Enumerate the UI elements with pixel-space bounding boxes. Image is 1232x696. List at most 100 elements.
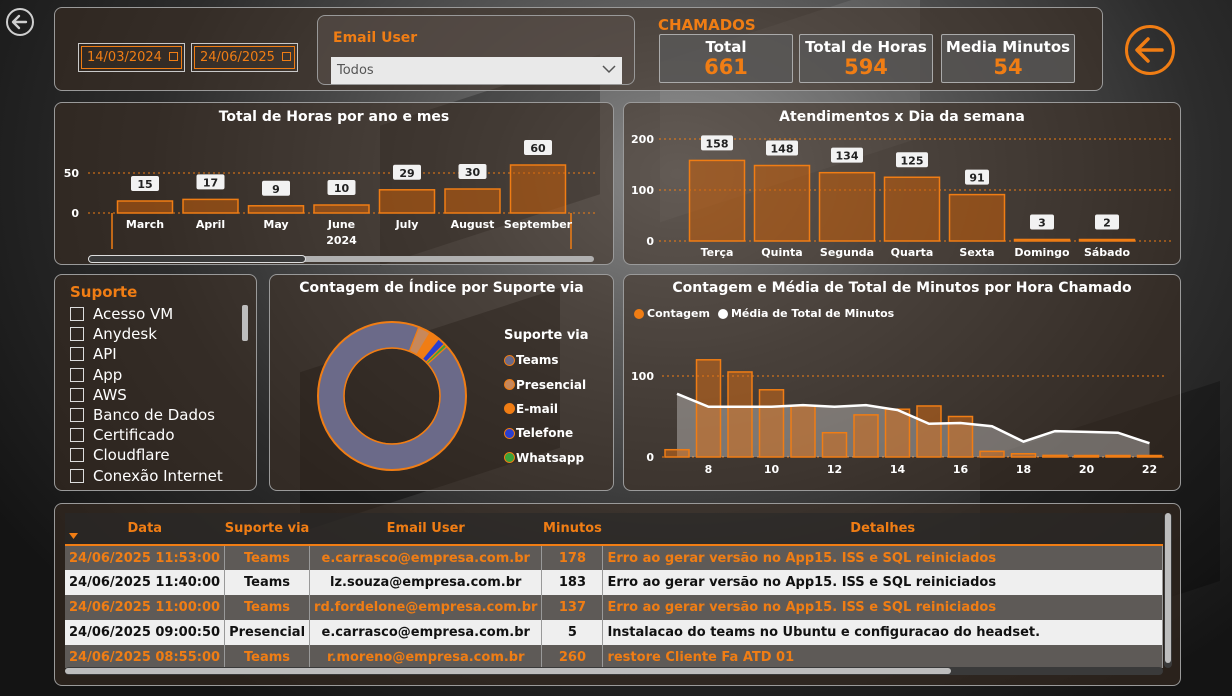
checkbox[interactable] [70,347,84,362]
sort-desc-icon[interactable] [69,533,78,539]
table-vscrollbar[interactable] [1164,513,1172,668]
date-end-input[interactable]: 24/06/2025 [191,43,298,72]
checkbox[interactable] [70,367,84,382]
data-label: 15 [137,178,152,191]
data-label-bg [1030,214,1054,230]
legend-dot [504,427,515,439]
table-hscrollbar-thumb[interactable] [65,668,951,674]
cell-suporte-via: Teams [224,595,311,620]
donut-legend: Teams Presencial E-mail Telefone Whatsapp [504,348,586,470]
chevron-down-icon[interactable] [602,65,616,74]
dia-chart: 200 100 0 158 Terça 148 Quinta 134 Segunda 125 Qua… [631,133,1172,259]
col-data-header[interactable]: Data [127,521,163,536]
data-label-bg [196,174,225,190]
legend-item[interactable]: Whatsapp [504,446,586,470]
data-label: 60 [530,142,546,155]
checkbox[interactable] [70,387,84,402]
col-detalhes-header[interactable]: Detalhes [850,521,916,536]
legend-item[interactable]: E-mail [504,397,586,421]
x-tick-label: Sexta [959,246,994,259]
back-arrow-icon[interactable] [1124,24,1176,76]
table-row[interactable]: 24/06/2025 11:00:00 Teams rd.fordelone@emp… [65,595,1163,620]
legend-item[interactable]: Teams [504,348,586,372]
table-row[interactable]: 24/06/2025 11:40:00 Teams lz.souza@empresa… [65,570,1163,595]
data-label: 158 [706,137,729,150]
cell-suporte-via: Teams [224,645,311,668]
cell-data: 24/06/2025 08:55:00 [65,645,226,668]
checkbox[interactable] [70,408,84,423]
x-tick-label: Terça [701,246,734,259]
bar [979,450,1005,458]
kpi-media-label: Media Minutos [945,38,1071,56]
table-vscrollbar-thumb[interactable] [1165,513,1171,663]
suporte-option[interactable]: Certificado [70,425,240,445]
checkbox[interactable] [70,448,84,463]
legend-dot-contagem [634,308,644,319]
email-user-dropdown[interactable]: Todos [331,57,622,84]
suporte-option[interactable]: Acesso VM [70,304,240,324]
hora-chart-panel: Contagem e Média de Total de Minutos por… [623,274,1181,491]
checkbox[interactable] [70,327,84,342]
col-email-header[interactable]: Email User [386,521,465,536]
suporte-option-label: Certificado [93,426,175,445]
suporte-option[interactable]: AWS [70,385,240,405]
legend-item[interactable]: Telefone [504,421,586,445]
suporte-option[interactable]: Conexão Internet [70,466,240,486]
x-tick-label: 10 [764,463,780,476]
horas-scrollbar-thumb[interactable] [88,255,306,263]
suporte-option[interactable]: App [70,365,240,385]
table-row[interactable]: 24/06/2025 08:55:00 Teams r.moreno@empresa… [65,645,1163,668]
media-line [676,392,1150,445]
y-tick-label: 0 [71,207,79,220]
bar [182,198,239,214]
legend-dot-media [717,308,728,319]
bar [948,193,1006,242]
legend-label: Teams [516,353,559,368]
suporte-option[interactable]: Anydesk [70,324,240,344]
checkbox[interactable] [70,307,84,322]
suporte-option[interactable]: Banco de Dados [70,405,240,425]
table-row[interactable]: 24/06/2025 11:53:00 Teams e.carrasco@empre… [65,545,1163,570]
checkbox[interactable] [70,468,84,483]
dia-chart-title: Atendimentos x Dia da semana [779,109,1025,125]
x-tick-label: Domingo [1014,246,1070,259]
bar [313,204,370,214]
checkbox[interactable] [70,428,84,443]
cell-minutos: 183 [541,570,604,595]
bar [1136,454,1163,458]
calendar-icon[interactable] [282,52,291,61]
data-label-bg [701,135,733,151]
col-minutos-header[interactable]: Minutos [543,521,602,536]
cell-data: 24/06/2025 09:00:50 [65,620,226,645]
date-start-input[interactable]: 14/03/2024 [78,43,185,72]
email-user-slicer: Email User Todos [317,15,635,85]
table-header-row: Data Suporte via Email User Minutos Deta… [65,513,1163,545]
suporte-option[interactable]: API [70,344,240,364]
table-row[interactable]: 24/06/2025 09:00:50 Presencial e.carrasco@… [65,620,1163,645]
table-hscrollbar[interactable] [65,667,1163,675]
legend-dot [504,403,515,415]
suporte-option-label: Anydesk [93,325,157,344]
legend-dot [504,354,515,366]
donut-chart-title: Contagem de Índice por Suporte via [299,280,584,296]
back-arrow-icon[interactable] [5,7,35,37]
data-label: 2 [1103,217,1111,230]
calendar-icon[interactable] [169,52,178,61]
data-label-bg [262,180,290,196]
y-tick-label: 0 [646,235,654,248]
bar [247,205,305,214]
x-tick-label: 16 [953,463,969,476]
suporte-scrollbar[interactable] [242,305,248,341]
cell-email: rd.fordelone@empresa.com.br [309,595,543,620]
legend-item[interactable]: Presencial [504,372,586,396]
cell-minutos: 5 [541,620,604,645]
suporte-option[interactable]: Cloudflare [70,445,240,465]
chamados-title: CHAMADOS [658,16,756,34]
data-label-bg [1095,214,1119,230]
suporte-slicer-title: Suporte [70,283,138,301]
hora-chart-title: Contagem e Média de Total de Minutos por… [672,280,1132,296]
kpi-total: Total 661 [659,34,793,83]
bar [818,171,876,242]
col-suporte-header[interactable]: Suporte via [224,521,310,536]
horas-scrollbar[interactable] [88,255,594,263]
